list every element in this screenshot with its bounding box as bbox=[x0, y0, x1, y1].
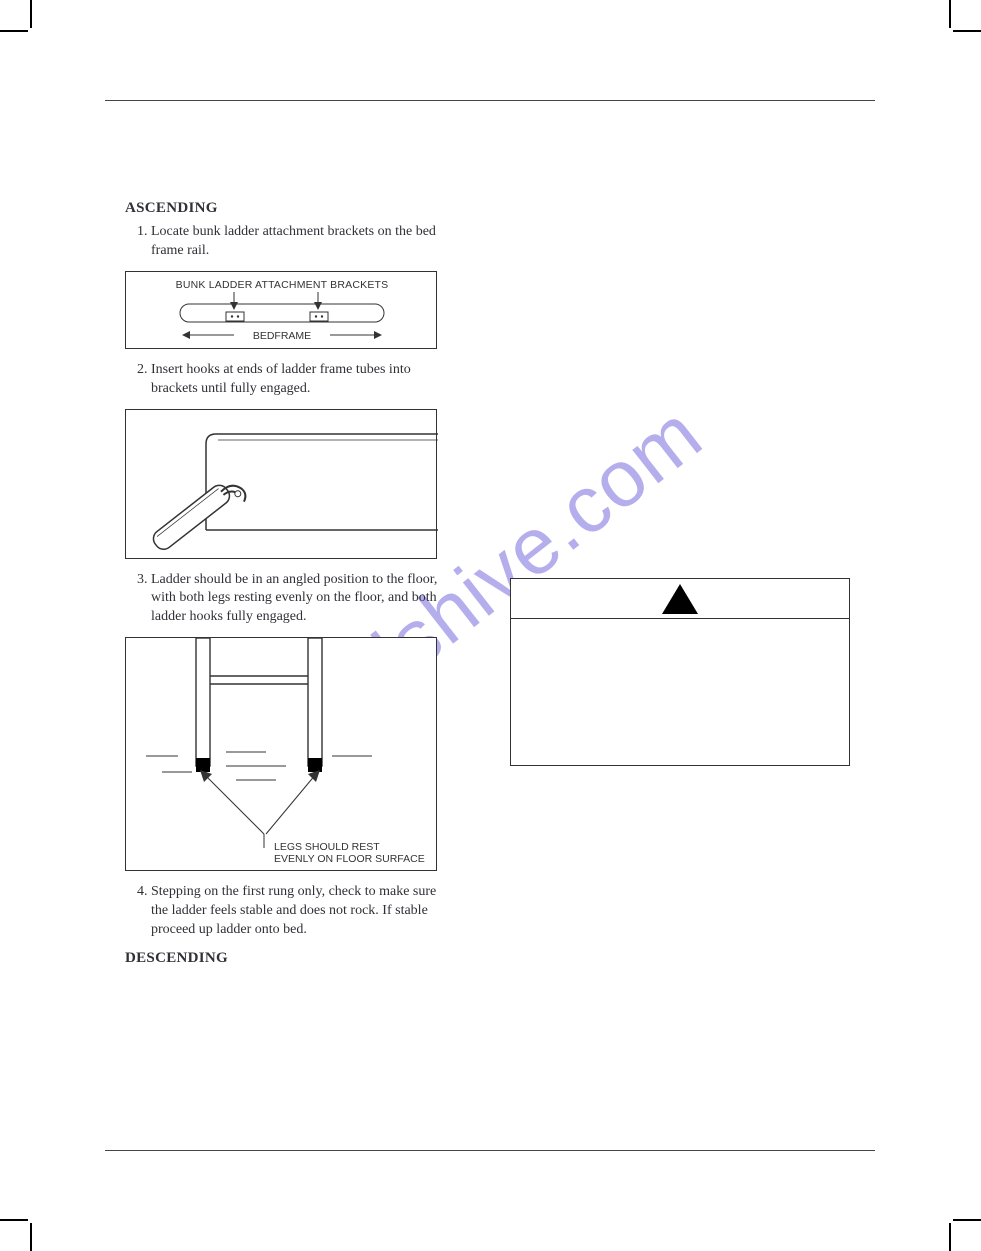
fig3-caption-line1: LEGS SHOULD REST bbox=[274, 841, 380, 853]
crop-mark bbox=[0, 30, 28, 32]
fig1-label-bottom: BEDFRAME bbox=[253, 330, 311, 342]
page-bottom-rule bbox=[105, 1150, 875, 1151]
warning-triangle-icon bbox=[662, 584, 698, 614]
warning-box bbox=[510, 578, 850, 766]
fig3-caption-line2: EVENLY ON FLOOR SURFACE bbox=[274, 853, 425, 865]
crop-mark bbox=[953, 30, 981, 32]
ascending-step-1: Locate bunk ladder attachment brackets o… bbox=[151, 223, 445, 261]
fig1-label-top: BUNK LADDER ATTACHMENT BRACKETS bbox=[176, 279, 389, 291]
crop-mark bbox=[30, 0, 32, 28]
figure-brackets: BUNK LADDER ATTACHMENT BRACKETS BEDFRAME bbox=[125, 271, 437, 349]
ascending-step-4: Stepping on the first rung only, check t… bbox=[151, 883, 445, 940]
crop-mark bbox=[949, 1223, 951, 1251]
crop-mark bbox=[30, 1223, 32, 1251]
page-top-rule bbox=[105, 100, 875, 101]
figure-legs-floor: LEGS SHOULD REST EVENLY ON FLOOR SURFACE bbox=[125, 637, 437, 871]
descending-heading: DESCENDING bbox=[125, 950, 445, 967]
ascending-step-2: Insert hooks at ends of ladder frame tub… bbox=[151, 361, 445, 399]
ascending-heading: ASCENDING bbox=[125, 200, 445, 217]
crop-mark bbox=[949, 0, 951, 28]
crop-mark bbox=[0, 1219, 28, 1221]
ascending-step-3: Ladder should be in an angled position t… bbox=[151, 571, 445, 628]
crop-mark bbox=[953, 1219, 981, 1221]
warning-header bbox=[511, 579, 849, 619]
figure-hook bbox=[125, 409, 437, 559]
